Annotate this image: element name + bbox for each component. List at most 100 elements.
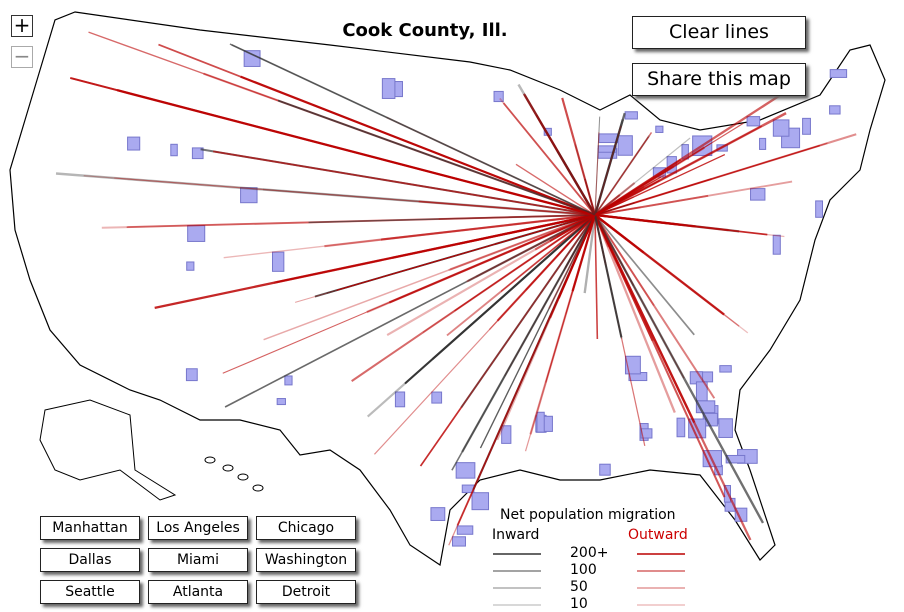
migration-line — [499, 97, 596, 216]
migration-line — [594, 134, 651, 216]
city-button[interactable]: Chicago — [256, 516, 356, 540]
migration-line — [55, 172, 596, 217]
migration-line — [229, 43, 596, 216]
migration-line — [594, 144, 820, 216]
migration-line — [336, 214, 596, 291]
migration-line — [460, 214, 596, 409]
clear-lines-button[interactable]: Clear lines — [632, 16, 806, 49]
hawaii-island — [204, 456, 216, 464]
county — [655, 125, 664, 133]
migration-line — [461, 214, 596, 453]
migration-line — [466, 214, 596, 283]
migration-line — [454, 214, 596, 312]
county — [640, 428, 653, 439]
migration-line — [594, 137, 691, 216]
migration-line — [534, 214, 596, 251]
county — [746, 116, 761, 127]
city-button[interactable]: Manhattan — [40, 516, 140, 540]
migration-line — [594, 125, 763, 216]
county — [276, 398, 286, 406]
migration-line — [594, 214, 716, 399]
legend-inward: Inward — [492, 527, 540, 543]
migration-line — [240, 75, 596, 217]
migration-line — [594, 214, 644, 254]
county — [455, 462, 476, 479]
legend-level: 100 — [570, 562, 597, 578]
legend-level: 10 — [570, 596, 588, 612]
county — [501, 425, 512, 444]
migration-line — [212, 150, 596, 216]
county — [240, 187, 258, 204]
county — [170, 143, 178, 157]
county — [430, 507, 446, 521]
migration-line — [594, 213, 674, 226]
city-button[interactable]: Los Angeles — [148, 516, 248, 540]
migration-line — [594, 214, 740, 327]
hawaii-island — [252, 484, 264, 492]
migration-line — [438, 214, 596, 220]
county — [243, 50, 261, 67]
migration-line — [594, 132, 600, 216]
migration-line — [500, 214, 596, 292]
migration-line — [116, 89, 596, 217]
migration-line — [515, 163, 596, 216]
migration-line — [593, 214, 623, 338]
county — [127, 136, 141, 151]
legend-title: Net population migration — [500, 507, 676, 523]
migration-line — [312, 104, 596, 216]
county — [772, 119, 790, 137]
city-button[interactable]: Miami — [148, 548, 248, 572]
migration-line — [571, 214, 597, 292]
migration-line — [458, 213, 596, 245]
hawaii-island — [222, 464, 234, 472]
county — [759, 137, 767, 150]
migration-line — [593, 214, 676, 414]
city-button[interactable]: Dallas — [40, 548, 140, 572]
county — [829, 105, 841, 115]
migration-line — [594, 214, 695, 336]
migration-line — [593, 214, 752, 541]
migration-line — [594, 178, 712, 216]
us-outline — [9, 11, 886, 567]
city-button[interactable]: Detroit — [256, 580, 356, 604]
county — [186, 261, 195, 271]
migration-line — [556, 214, 596, 257]
county — [394, 391, 406, 408]
county — [431, 391, 443, 404]
migration-line — [294, 214, 596, 303]
county — [719, 365, 732, 373]
migration-line — [222, 214, 596, 374]
city-button[interactable]: Seattle — [40, 580, 140, 604]
county — [750, 188, 766, 201]
migration-line — [277, 99, 596, 216]
migration-line — [83, 175, 596, 216]
migration-line — [594, 214, 599, 340]
legend-level: 50 — [570, 579, 588, 595]
migration-line — [561, 97, 597, 216]
migration-line — [324, 213, 596, 248]
zoom-out[interactable]: − — [11, 46, 33, 68]
county — [617, 135, 633, 156]
migration-line — [594, 131, 653, 216]
migration-line — [593, 214, 765, 524]
share-button[interactable]: Share this map — [632, 63, 806, 96]
county — [191, 147, 204, 160]
city-button[interactable]: Washington — [256, 548, 356, 572]
migration-line — [262, 188, 596, 216]
county — [456, 525, 474, 535]
migration-line — [594, 214, 768, 236]
county — [493, 90, 504, 103]
county — [718, 418, 733, 438]
migration-line — [594, 214, 725, 316]
city-button[interactable]: Atlanta — [148, 580, 248, 604]
county — [381, 78, 396, 99]
legend-level: 200+ — [570, 545, 609, 561]
migration-line — [231, 44, 596, 216]
zoom-in[interactable]: + — [11, 15, 33, 37]
migration-line — [380, 213, 596, 241]
migration-line — [549, 214, 596, 319]
migration-line — [308, 214, 596, 224]
county — [829, 69, 848, 78]
county — [676, 417, 686, 438]
